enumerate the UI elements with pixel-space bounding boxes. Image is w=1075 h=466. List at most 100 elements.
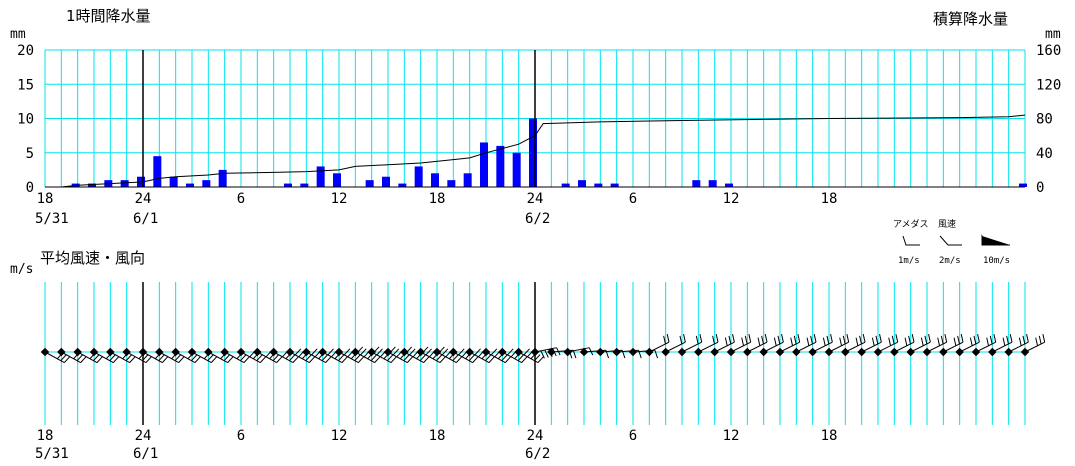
wind-barb-feather [455, 356, 463, 363]
wind-barb-feather [223, 354, 231, 362]
wind-barb-feather [441, 348, 449, 356]
date-tick-label: 5/31 [35, 211, 69, 227]
wind-barb-feather [458, 348, 465, 356]
wind-barb-feather [523, 348, 530, 356]
wind-barb-feather [338, 354, 345, 362]
wind-station-marker [432, 347, 442, 357]
date-tick-label: 6/2 [525, 446, 550, 462]
hour-tick-label: 24 [135, 428, 152, 444]
cumulative-y-tick-label: 0 [1036, 180, 1044, 196]
wind-barb-feather [540, 350, 545, 359]
wind-barb-feather [904, 337, 908, 346]
precip-bar [88, 183, 96, 187]
wind-barb-feather [321, 354, 329, 362]
wind-station-marker [122, 347, 131, 357]
wind-barb-feather [957, 335, 960, 345]
wind-barb-feather [986, 337, 990, 346]
wind-barb-feather [357, 356, 365, 363]
wind-barb-feather [920, 337, 924, 346]
wind-station-marker [138, 347, 148, 357]
wind-station-marker [302, 347, 311, 357]
precip-y-unit-right: mm [1045, 27, 1061, 42]
cumulative-precipitation-line [61, 114, 1026, 188]
precip-y-tick-label: 0 [26, 180, 34, 196]
wind-station-marker [939, 347, 948, 357]
wind-barb-feather [822, 337, 826, 346]
wind-barb-feather [490, 348, 498, 356]
wind-barb-feather [436, 354, 443, 362]
date-tick-label: 6/1 [133, 446, 158, 462]
precip-bar [610, 183, 619, 187]
wind-station-marker [824, 347, 834, 357]
precip-bar [284, 183, 292, 187]
wind-barb-feather [826, 335, 830, 345]
wind-barb-feather [390, 356, 397, 363]
wind-station-marker [514, 347, 523, 357]
precip-bar [708, 180, 717, 187]
legend-windspeed-label: 風速 [938, 219, 956, 230]
wind-barb-feather [797, 334, 801, 343]
wind-station-marker [465, 347, 474, 357]
wind-barb-feather [937, 337, 941, 346]
wind-barb-feather [96, 356, 103, 363]
wind-station-marker [628, 347, 638, 357]
wind-barb-feather [699, 334, 703, 343]
wind-barb-feather [879, 334, 882, 343]
wind-barb-feather [311, 348, 318, 356]
precip-bar [316, 166, 325, 187]
wind-station-marker [645, 347, 654, 357]
wind-barb-feather [973, 335, 977, 345]
hour-tick-label: 18 [429, 428, 446, 444]
wind-barb-feather [178, 356, 185, 363]
wind-station-marker [57, 347, 66, 357]
wind-barb-feather [761, 335, 764, 345]
precip-bar [431, 173, 439, 187]
wind-barb-feather [129, 356, 136, 363]
wind-station-marker [285, 347, 295, 357]
precip-bar [333, 173, 341, 187]
wind-barb-feather [724, 337, 728, 346]
wind-barb-feather [142, 354, 149, 362]
wind-barb-feather [777, 335, 781, 345]
hour-tick-label: 24 [135, 191, 152, 207]
wind-station-marker [808, 347, 817, 357]
precip-bar [692, 180, 701, 187]
wind-barb-feather [793, 335, 797, 345]
wind-barb-feather [940, 335, 944, 345]
wind-station-marker [155, 347, 164, 357]
wind-station-marker [383, 347, 393, 357]
wind-barb-feather [210, 356, 218, 363]
precip-y-tick-label: 5 [26, 146, 34, 162]
wind-barb-feather [227, 356, 234, 363]
wind-station-marker [187, 347, 197, 357]
wind-barb-feather [715, 334, 719, 343]
wind-barb-feather [891, 335, 895, 345]
wind-barb-feather [862, 334, 866, 343]
precip-y-tick-label: 15 [17, 77, 34, 93]
wind-barb-feather [259, 356, 267, 363]
precip-y-ticks-right: 0 40 80 120 160 [1036, 43, 1061, 196]
precip-bar [202, 180, 211, 187]
wind-barb-feather [485, 354, 492, 362]
wind-barb-feather [993, 334, 997, 343]
precip-bar [529, 118, 537, 187]
wind-station-marker [351, 347, 360, 357]
wind-station-marker [857, 347, 866, 357]
wind-station-marker [661, 347, 670, 357]
wind-station-marker [236, 347, 246, 357]
legend-amedas-label: アメダス [893, 218, 929, 230]
wind-station-marker [922, 347, 932, 357]
hour-tick-label: 6 [629, 191, 637, 207]
wind-barb-feather [654, 350, 659, 359]
wind-barb-feather [1035, 337, 1039, 346]
precip-y-tick-label: 20 [17, 43, 34, 59]
hour-tick-label: 18 [821, 428, 838, 444]
wind-barb-feather [425, 348, 432, 356]
wind-station-marker [318, 347, 327, 357]
wind-x-labels: 18 24 6 12 18 24 6 12 18 5/31 6/1 6/2 [35, 428, 837, 462]
wind-barb-feather [1022, 335, 1026, 345]
cumulative-y-tick-label: 120 [1036, 77, 1061, 93]
wind-barb-feather [93, 354, 100, 362]
wind-station-marker [220, 347, 229, 357]
wind-barb-feather [409, 348, 416, 356]
